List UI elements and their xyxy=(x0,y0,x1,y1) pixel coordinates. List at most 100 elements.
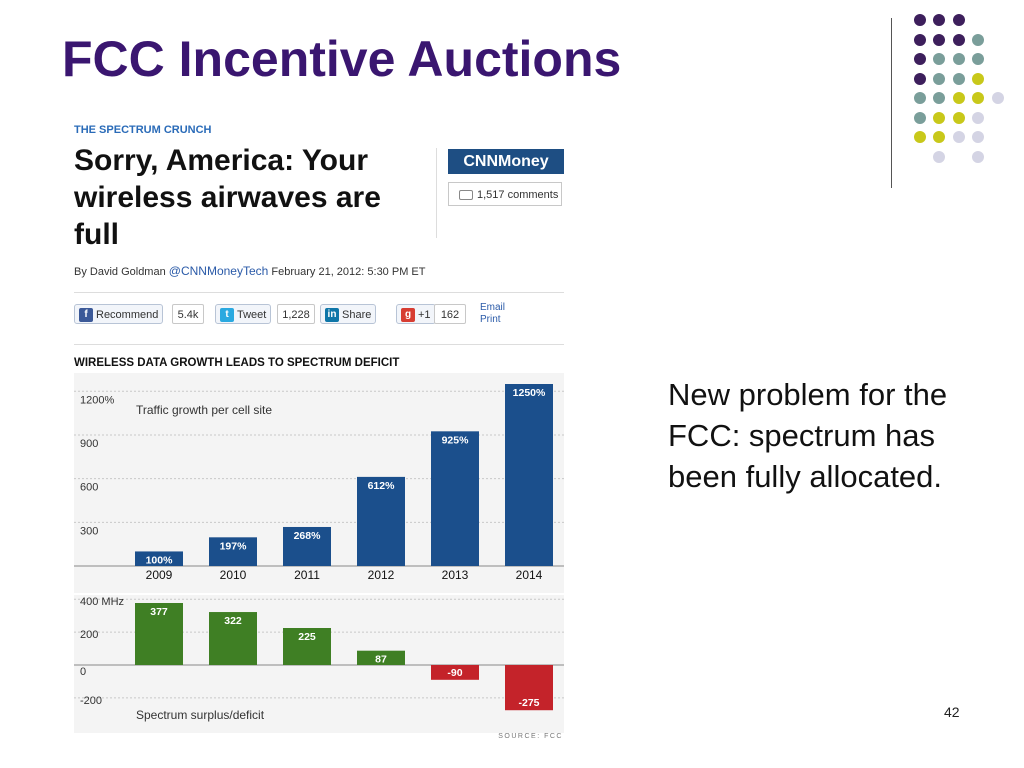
y-tick-label: 300 xyxy=(80,525,98,537)
decorative-dot xyxy=(952,131,965,143)
article-byline: By David Goldman @CNNMoneyTech February … xyxy=(74,264,425,278)
y-tick-label: -200 xyxy=(80,695,102,707)
x-tick-label: 2009 xyxy=(146,568,173,582)
decorative-dot xyxy=(972,150,984,163)
bar xyxy=(135,603,183,665)
print-link[interactable]: Print xyxy=(480,314,501,325)
decorative-dot xyxy=(952,53,965,65)
decorative-dot xyxy=(972,111,984,124)
bar-value-label: 612% xyxy=(368,480,396,492)
article-kicker: THE SPECTRUM CRUNCH xyxy=(74,124,212,136)
bar xyxy=(283,526,331,566)
page-number: 42 xyxy=(944,704,960,720)
decorative-dot xyxy=(933,33,945,46)
traffic-growth-chart: 300 600 900 1200% 100% 2009 197% 2010 268% 2011 61… xyxy=(74,384,564,582)
decorative-dot xyxy=(913,111,926,124)
bar xyxy=(357,476,405,566)
divider xyxy=(74,344,564,345)
decorative-dot xyxy=(933,131,945,143)
bar-value-label: 377 xyxy=(150,606,168,618)
decorative-dot xyxy=(913,53,926,65)
chart-source: SOURCE: FCC xyxy=(498,733,563,740)
y-tick-label: 900 xyxy=(80,438,98,450)
bar xyxy=(209,612,257,665)
bar xyxy=(209,537,257,566)
share-label: Recommend xyxy=(96,309,159,321)
decorative-dot xyxy=(933,150,945,163)
linkedin-share-button[interactable]: in Share xyxy=(320,304,377,324)
decorative-dot xyxy=(913,92,926,104)
decorative-dot xyxy=(972,72,984,85)
bottom-chart-annotation: Spectrum surplus/deficit xyxy=(136,708,265,722)
decorative-dot-grid xyxy=(904,14,1004,174)
email-print-links: Email Print xyxy=(480,302,505,326)
comments-button[interactable]: 1,517 comments xyxy=(448,182,562,206)
x-tick-label: 2011 xyxy=(294,568,320,582)
header-separator xyxy=(436,148,437,238)
comment-bubble-icon xyxy=(459,190,473,201)
decorative-dot xyxy=(952,92,965,104)
x-tick-label: 2013 xyxy=(442,568,469,582)
decorative-dot xyxy=(952,111,965,124)
bar-value-label: 100% xyxy=(146,554,174,566)
recommend-count: 5.4k xyxy=(172,304,204,324)
bar-value-label: -275 xyxy=(518,697,539,709)
decorative-dot xyxy=(933,72,945,85)
x-tick-label: 2014 xyxy=(516,568,543,582)
bar-value-label: -90 xyxy=(447,667,462,679)
twitter-icon: t xyxy=(220,308,234,323)
article-headline: Sorry, America: Your wireless airwaves a… xyxy=(74,144,381,251)
share-label: Share xyxy=(342,309,372,321)
bar xyxy=(431,431,479,566)
x-tick-label: 2010 xyxy=(220,568,247,582)
decorative-dot xyxy=(933,53,945,65)
share-label: Tweet xyxy=(237,309,267,321)
bar xyxy=(283,627,331,665)
byline-date: February 21, 2012: 5:30 PM ET xyxy=(271,266,426,278)
y-tick-label: 600 xyxy=(80,482,98,494)
linkedin-icon: in xyxy=(325,308,339,323)
slide-body-text: New problem for the FCC: spectrum has be… xyxy=(668,377,948,494)
decorative-dot xyxy=(991,92,1004,104)
decorative-dot xyxy=(952,33,965,46)
decorative-dot xyxy=(913,131,926,143)
google-plus-button[interactable]: g +1 xyxy=(396,304,436,324)
y-tick-label: 200 xyxy=(80,629,98,641)
decorative-dot xyxy=(933,92,945,104)
decorative-dot xyxy=(972,33,984,46)
tweet-button[interactable]: t Tweet xyxy=(215,304,272,324)
decorative-dot xyxy=(972,131,984,143)
bar-value-label: 925% xyxy=(442,434,470,446)
decorative-dot xyxy=(972,92,984,104)
title-divider-line xyxy=(891,18,892,188)
share-label: +1 xyxy=(418,309,431,321)
bar xyxy=(505,384,553,566)
byline-handle-link[interactable]: @CNNMoneyTech xyxy=(168,264,269,278)
y-tick-label: 1200% xyxy=(80,394,114,406)
bar-value-label: 322 xyxy=(224,615,242,627)
tweet-count: 1,228 xyxy=(277,304,315,324)
bar xyxy=(431,665,479,680)
decorative-dot xyxy=(913,33,926,46)
x-tick-label: 2012 xyxy=(368,568,395,582)
facebook-recommend-button[interactable]: f Recommend xyxy=(74,304,164,324)
slide-title: FCC Incentive Auctions xyxy=(62,31,622,87)
divider xyxy=(74,292,564,293)
decorative-dot xyxy=(913,14,926,26)
article-clipping: THE SPECTRUM CRUNCH Sorry, America: Your… xyxy=(74,118,566,345)
byline-author: By David Goldman xyxy=(74,266,166,278)
bar xyxy=(505,665,553,711)
decorative-dot xyxy=(933,111,945,124)
bar xyxy=(135,551,183,566)
bar-value-label: 268% xyxy=(294,530,322,542)
top-chart-annotation: Traffic growth per cell site xyxy=(136,403,272,417)
bar-value-label: 225 xyxy=(298,631,316,643)
bar-value-label: 1250% xyxy=(513,387,546,399)
spectrum-surplus-chart: -200 0 200 400 MHz 377 322 225 87 -90 -275 xyxy=(74,596,564,711)
decorative-dot xyxy=(952,14,965,26)
google-plus-icon: g xyxy=(401,308,415,323)
email-link[interactable]: Email xyxy=(480,302,506,313)
comments-count: 1,517 comments xyxy=(477,189,559,201)
decorative-dot xyxy=(952,72,965,85)
decorative-dot xyxy=(913,72,926,85)
